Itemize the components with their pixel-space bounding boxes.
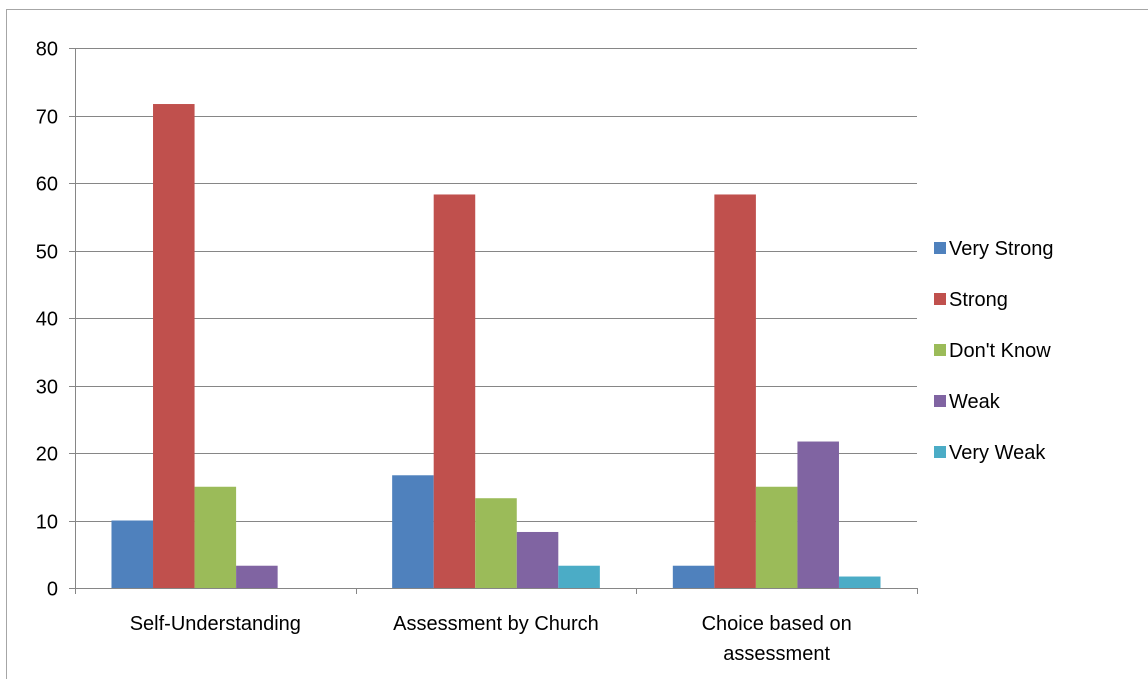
y-tick-label: 0	[47, 579, 58, 601]
y-tick-label: 70	[36, 107, 58, 129]
category-label: Assessment by Church	[393, 613, 599, 635]
bar-very-strong-3	[672, 565, 715, 588]
y-tick-label: 80	[36, 39, 58, 61]
y-tick-label: 10	[36, 512, 58, 534]
category-label: Choice based on	[702, 613, 852, 635]
legend-swatch	[934, 395, 946, 407]
legend: Very Strong Strong Don't Know Weak Very Weak	[934, 238, 1054, 464]
bar-very-weak-3	[838, 576, 881, 588]
bars	[111, 104, 881, 589]
bar-don-t-know-2	[475, 498, 517, 588]
bar-don-t-know-1	[194, 486, 237, 588]
legend-swatch	[934, 344, 946, 356]
y-tick-label: 30	[36, 377, 58, 399]
bar-strong-2	[433, 194, 476, 588]
bar-very-weak-2	[558, 565, 600, 588]
legend-swatch	[934, 242, 946, 254]
legend-label: Very Strong	[949, 238, 1054, 260]
category-label: Self-Understanding	[130, 613, 301, 635]
axes: 0 10 20 30 40 50 60 70 80 Self-Understanding Asses…	[36, 39, 918, 665]
legend-label: Strong	[949, 289, 1008, 311]
legend-label: Weak	[949, 391, 1001, 413]
y-tick-label: 20	[36, 444, 58, 466]
bar-weak-1	[236, 565, 278, 588]
legend-label: Very Weak	[949, 442, 1046, 464]
bar-very-strong-2	[392, 475, 434, 588]
bar-weak-3	[797, 441, 839, 588]
y-tick-label: 50	[36, 242, 58, 264]
y-tick-label: 60	[36, 174, 58, 196]
category-label: assessment	[723, 643, 830, 665]
legend-swatch	[934, 293, 946, 305]
y-tick-label: 40	[36, 309, 58, 331]
bar-very-strong-1	[111, 520, 154, 588]
legend-swatch	[934, 446, 946, 458]
gridlines	[75, 48, 917, 522]
bar-don-t-know-3	[755, 486, 798, 588]
bar-strong-1	[153, 104, 195, 589]
legend-label: Don't Know	[949, 340, 1051, 362]
bar-weak-2	[516, 531, 559, 588]
bar-strong-3	[714, 194, 756, 588]
